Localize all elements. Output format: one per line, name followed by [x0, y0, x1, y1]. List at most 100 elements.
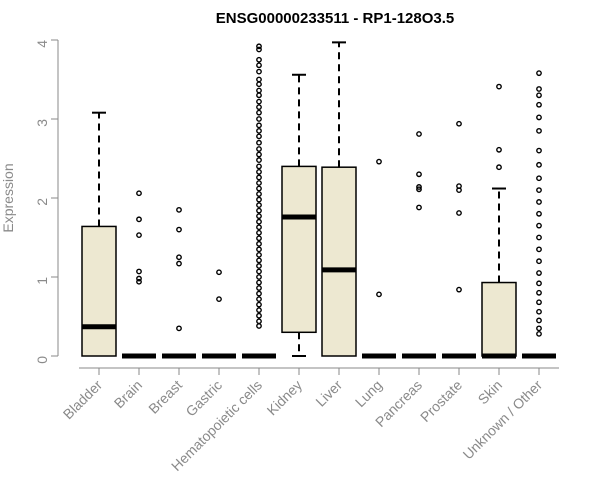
box-gastric	[202, 269, 236, 359]
outlier-point	[376, 291, 382, 298]
box-bladder	[81, 111, 117, 357]
outlier-point	[256, 157, 262, 163]
box-iqr	[481, 281, 517, 357]
outlier-point	[256, 257, 262, 264]
outlier-point	[256, 92, 262, 99]
outlier-point	[256, 98, 262, 105]
outlier-point	[536, 114, 542, 121]
x-tick-label: Breast	[145, 377, 185, 417]
box-prostate	[442, 120, 476, 359]
outlier-point	[216, 269, 222, 276]
outlier-point	[536, 299, 542, 306]
outlier-point	[256, 274, 262, 280]
outlier-point	[256, 296, 262, 303]
outlier-point	[256, 207, 262, 214]
outlier-point	[256, 229, 262, 236]
outlier-point	[256, 46, 262, 53]
x-tick-label: Skin	[475, 377, 506, 408]
y-ticks: 0 1 2 3 4	[34, 39, 58, 364]
outlier-point	[416, 184, 422, 190]
outlier-point	[256, 122, 262, 129]
outlier-point	[256, 169, 262, 175]
y-tick-label: 4	[34, 40, 50, 48]
y-axis-label: Expression	[0, 163, 16, 232]
outlier-point	[256, 139, 262, 146]
outlier-point	[256, 307, 262, 314]
outlier-point	[536, 325, 542, 332]
box-kidney	[281, 73, 317, 357]
box-pancreas	[402, 131, 436, 359]
outlier-point	[256, 268, 262, 275]
x-tick-label: Lung	[352, 377, 385, 410]
outlier-point	[136, 275, 142, 282]
outlier-point	[256, 213, 262, 220]
outlier-point	[256, 43, 262, 50]
outlier-point	[176, 254, 182, 261]
outlier-point	[176, 226, 182, 233]
outlier-point	[256, 151, 262, 158]
outlier-point	[536, 127, 542, 134]
outlier-point	[256, 279, 262, 286]
box-iqr	[321, 166, 357, 357]
outlier-point	[256, 180, 262, 186]
outlier-point	[176, 206, 182, 213]
y-tick-label: 3	[34, 119, 50, 127]
outlier-point	[136, 190, 142, 197]
outlier-point	[176, 325, 182, 332]
x-tick-label: Prostate	[417, 377, 465, 425]
outlier-point	[536, 86, 542, 92]
outlier-point	[536, 330, 542, 337]
outlier-point	[536, 175, 542, 182]
outlier-point	[496, 83, 502, 90]
box-brain	[122, 190, 156, 359]
outlier-point	[416, 204, 422, 211]
boxes	[81, 41, 556, 359]
outlier-point	[136, 278, 142, 285]
outlier-point	[256, 235, 262, 242]
outlier-point	[536, 70, 542, 77]
outlier-point	[256, 218, 262, 225]
outlier-point	[256, 109, 262, 116]
outlier-point	[256, 133, 262, 140]
outlier-point	[256, 251, 262, 258]
outlier-point	[456, 286, 462, 293]
outlier-point	[416, 186, 422, 193]
box-iqr	[281, 165, 317, 334]
outlier-point	[256, 323, 262, 329]
box-unknown-other	[522, 70, 556, 359]
outlier-point	[256, 318, 262, 325]
outlier-point	[536, 289, 542, 296]
outlier-point	[536, 317, 542, 324]
outlier-point	[536, 210, 542, 217]
box-hematopoietic-cells	[242, 43, 276, 359]
outlier-point	[256, 62, 262, 69]
outlier-point	[416, 171, 422, 178]
outlier-point	[496, 164, 502, 171]
outlier-point	[536, 222, 542, 229]
box-iqr	[81, 225, 117, 357]
outlier-point	[256, 312, 262, 319]
outlier-point	[256, 285, 262, 291]
outlier-point	[456, 210, 462, 216]
y-tick-label: 2	[34, 198, 50, 206]
outlier-point	[536, 187, 542, 194]
outlier-point	[256, 116, 262, 122]
outlier-point	[256, 185, 262, 192]
outlier-point	[136, 216, 142, 223]
outlier-point	[536, 258, 542, 265]
outlier-point	[256, 163, 262, 170]
outlier-point	[496, 146, 502, 153]
outlier-point	[256, 56, 262, 63]
outlier-point	[536, 101, 542, 108]
outlier-point	[136, 268, 142, 275]
outlier-point	[256, 246, 262, 253]
outlier-point	[256, 263, 262, 269]
outlier-point	[536, 161, 542, 168]
outlier-point	[536, 92, 542, 99]
outlier-point	[256, 127, 262, 134]
outlier-point	[256, 174, 262, 181]
outlier-point	[256, 87, 262, 94]
x-tick-label: Brain	[111, 377, 145, 411]
outlier-point	[256, 196, 262, 203]
